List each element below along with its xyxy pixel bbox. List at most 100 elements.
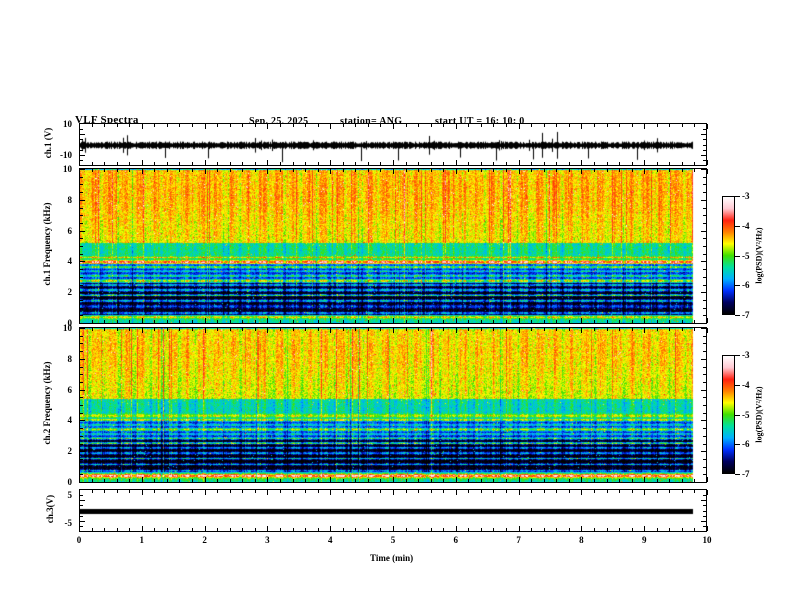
axis-tick bbox=[607, 124, 608, 127]
axis-tick bbox=[80, 261, 85, 262]
axis-tick bbox=[80, 129, 83, 130]
axis-tick bbox=[205, 160, 206, 165]
axis-tick bbox=[255, 490, 256, 493]
axis-tick bbox=[117, 528, 118, 531]
axis-tick bbox=[92, 320, 93, 323]
axis-tick bbox=[703, 160, 706, 161]
axis-tick bbox=[632, 320, 633, 323]
axis-tick bbox=[318, 490, 319, 493]
axis-tick bbox=[703, 315, 706, 316]
axis-tick bbox=[703, 351, 706, 352]
axis-tick bbox=[280, 124, 281, 127]
axis-tick bbox=[703, 413, 706, 414]
axis-tick bbox=[92, 528, 93, 531]
axis-tick bbox=[456, 328, 457, 333]
axis-tick bbox=[242, 162, 243, 165]
axis-tick bbox=[707, 160, 708, 165]
axis-tick bbox=[493, 169, 494, 172]
ch1-voltage-tick: 10 bbox=[63, 119, 72, 129]
axis-tick bbox=[368, 162, 369, 165]
axis-tick bbox=[406, 162, 407, 165]
axis-tick bbox=[104, 124, 105, 127]
axis-tick bbox=[343, 169, 344, 172]
axis-tick bbox=[443, 479, 444, 482]
axis-tick bbox=[443, 320, 444, 323]
axis-tick bbox=[707, 526, 708, 531]
axis-tick bbox=[80, 315, 83, 316]
axis-tick bbox=[703, 177, 706, 178]
axis-tick bbox=[80, 254, 83, 255]
axis-tick bbox=[104, 528, 105, 531]
axis-tick bbox=[267, 124, 268, 129]
axis-tick bbox=[703, 459, 706, 460]
axis-tick bbox=[104, 490, 105, 493]
axis-tick bbox=[242, 528, 243, 531]
axis-tick bbox=[569, 169, 570, 172]
axis-tick bbox=[531, 124, 532, 127]
axis-tick bbox=[431, 320, 432, 323]
ch3-voltage-axis-label: ch.3(V) bbox=[45, 494, 55, 524]
axis-tick bbox=[682, 320, 683, 323]
axis-tick bbox=[330, 526, 331, 531]
axis-tick bbox=[703, 129, 706, 130]
axis-tick bbox=[80, 139, 83, 140]
axis-tick bbox=[117, 124, 118, 127]
axis-tick bbox=[104, 162, 105, 165]
axis-tick bbox=[318, 320, 319, 323]
axis-tick bbox=[735, 355, 740, 356]
axis-tick bbox=[481, 528, 482, 531]
axis-tick bbox=[703, 405, 706, 406]
axis-tick bbox=[418, 162, 419, 165]
axis-tick bbox=[418, 328, 419, 331]
axis-tick bbox=[619, 320, 620, 323]
axis-tick bbox=[544, 162, 545, 165]
axis-tick bbox=[142, 490, 143, 495]
axis-tick bbox=[703, 367, 706, 368]
axis-tick bbox=[267, 160, 268, 165]
axis-tick bbox=[154, 328, 155, 331]
axis-tick bbox=[192, 124, 193, 127]
axis-tick bbox=[544, 328, 545, 331]
axis-tick bbox=[703, 300, 706, 301]
axis-tick bbox=[519, 526, 520, 531]
header-station: station= ANG bbox=[340, 116, 403, 127]
axis-tick bbox=[380, 124, 381, 127]
axis-tick bbox=[531, 328, 532, 331]
axis-tick bbox=[217, 169, 218, 172]
axis-tick bbox=[205, 124, 206, 129]
axis-tick bbox=[703, 308, 706, 309]
axis-tick bbox=[703, 254, 706, 255]
axis-tick bbox=[694, 124, 695, 127]
axis-tick bbox=[644, 160, 645, 165]
axis-tick bbox=[443, 124, 444, 127]
ch3-voltage-panel bbox=[79, 489, 707, 532]
axis-tick bbox=[267, 490, 268, 495]
axis-tick bbox=[468, 320, 469, 323]
axis-tick bbox=[468, 479, 469, 482]
axis-tick bbox=[330, 169, 331, 174]
axis-tick bbox=[80, 155, 83, 156]
axis-tick bbox=[431, 490, 432, 493]
axis-tick bbox=[305, 490, 306, 493]
axis-tick bbox=[380, 328, 381, 331]
axis-tick bbox=[355, 169, 356, 172]
colorbar-ch1 bbox=[722, 196, 735, 315]
axis-tick bbox=[632, 169, 633, 172]
axis-tick bbox=[104, 320, 105, 323]
axis-tick bbox=[735, 315, 740, 316]
axis-tick bbox=[368, 169, 369, 172]
axis-tick bbox=[205, 318, 206, 323]
axis-tick bbox=[481, 490, 482, 493]
axis-tick bbox=[80, 184, 83, 185]
axis-tick bbox=[179, 479, 180, 482]
axis-tick bbox=[255, 124, 256, 127]
axis-tick bbox=[192, 162, 193, 165]
axis-tick bbox=[735, 385, 740, 386]
axis-tick bbox=[506, 320, 507, 323]
axis-tick bbox=[217, 479, 218, 482]
axis-tick bbox=[80, 336, 83, 337]
axis-tick bbox=[569, 490, 570, 493]
axis-tick bbox=[305, 320, 306, 323]
axis-tick bbox=[343, 124, 344, 127]
axis-tick bbox=[330, 328, 331, 333]
